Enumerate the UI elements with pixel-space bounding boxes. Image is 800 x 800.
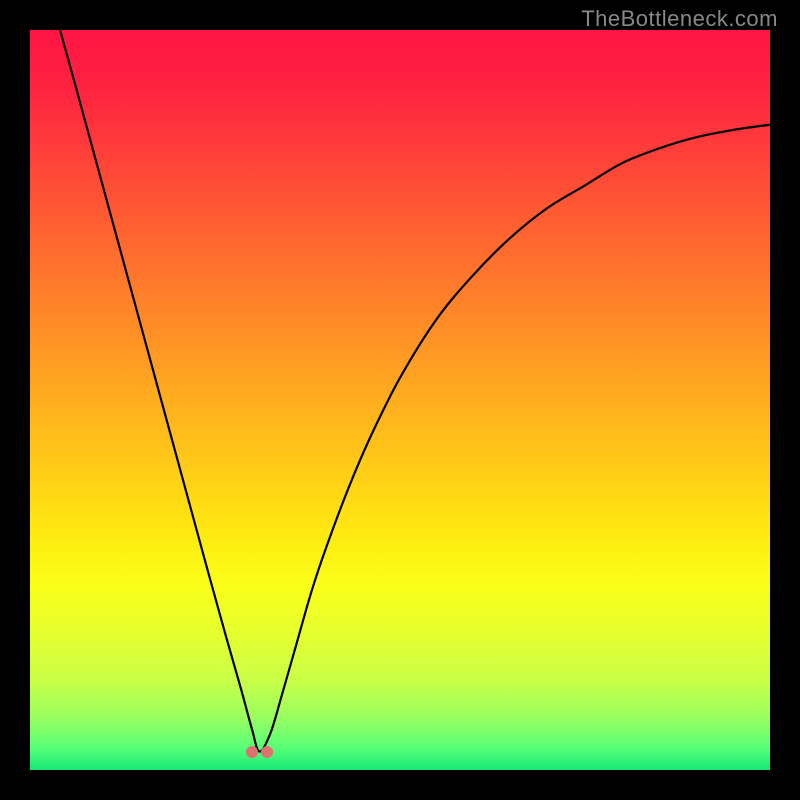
watermark-text: TheBottleneck.com [581, 6, 778, 32]
plot-area [30, 30, 770, 770]
bottleneck-marker [261, 746, 273, 758]
curve-path [56, 30, 770, 752]
bottleneck-curve [30, 30, 770, 770]
bottleneck-marker [246, 746, 258, 758]
